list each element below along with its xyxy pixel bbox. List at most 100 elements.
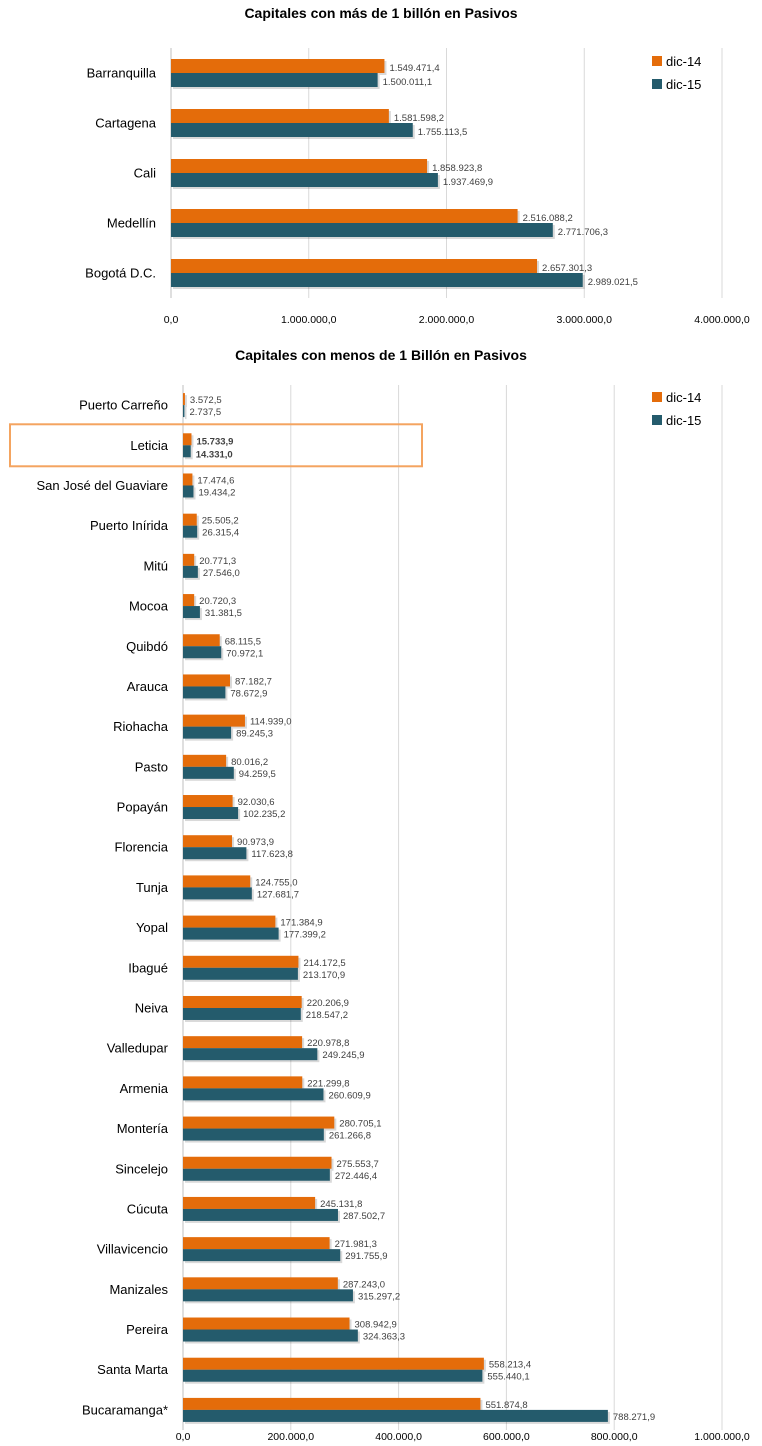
bar-dic-14	[183, 1116, 335, 1129]
data-label: 218.547,2	[306, 1010, 348, 1021]
category-label: Sincelejo	[115, 1161, 168, 1176]
bar-dic-15	[183, 485, 194, 498]
chart-large-capitals: Capitales con más de 1 billón en Pasivos…	[85, 5, 750, 326]
data-label: 221.299,8	[307, 1078, 349, 1089]
data-label: 2.657.301,3	[542, 263, 592, 274]
legend-swatch	[652, 392, 662, 402]
bar-dic-15	[183, 1409, 608, 1422]
bar-dic-14	[171, 209, 518, 223]
bar-dic-14	[183, 1317, 350, 1330]
bar-dic-14	[183, 955, 299, 968]
category-label: Pasto	[135, 759, 168, 774]
data-label: 261.266,8	[329, 1131, 371, 1142]
bar-dic-14	[183, 1357, 484, 1370]
data-label: 280.705,1	[339, 1119, 381, 1130]
chart-small-capitals: Capitales con menos de 1 Billón en Pasiv…	[9, 347, 750, 1443]
data-label: 2.771.706,3	[558, 227, 608, 238]
x-tick-label: 2.000.000,0	[419, 314, 475, 326]
data-label: 27.546,0	[203, 568, 240, 579]
category-label: Pereira	[126, 1322, 169, 1337]
x-tick-label: 0,0	[164, 314, 179, 326]
x-tick-label: 200.000,0	[267, 1431, 314, 1443]
bar-dic-14	[183, 634, 220, 647]
data-label: 275.553,7	[337, 1159, 379, 1170]
bar-dic-15	[183, 766, 234, 779]
data-label: 114.939,0	[250, 717, 292, 728]
bar-dic-15	[183, 445, 191, 458]
data-label: 31.381,5	[205, 608, 242, 619]
data-label: 558.213,4	[489, 1360, 531, 1371]
data-label: 20.771,3	[199, 556, 236, 567]
chart-title: Capitales con más de 1 billón en Pasivos	[244, 5, 517, 21]
bar-dic-14	[183, 995, 302, 1008]
data-label: 70.972,1	[226, 648, 263, 659]
data-label: 315.297,2	[358, 1291, 400, 1302]
category-label: San José del Guaviare	[36, 478, 168, 493]
bar-dic-15	[183, 405, 185, 418]
bar-dic-15	[183, 927, 279, 940]
category-label: Montería	[117, 1121, 169, 1136]
bar-dic-14	[183, 875, 251, 888]
bar-dic-14	[171, 109, 389, 123]
bar-dic-15	[183, 726, 232, 739]
category-label: Mitú	[143, 558, 168, 573]
bar-dic-14	[171, 159, 428, 173]
data-label: 1.937.469,9	[443, 177, 493, 188]
legend-swatch	[652, 79, 662, 89]
data-label: 220.206,9	[307, 998, 349, 1009]
bar-dic-14	[183, 915, 276, 928]
x-tick-label: 0,0	[176, 1431, 191, 1443]
data-label: 308.942,9	[355, 1320, 397, 1331]
bar-dic-14	[183, 714, 245, 727]
data-label: 1.549.471,4	[389, 63, 439, 74]
bar-dic-14	[183, 433, 192, 446]
bar-dic-14	[171, 259, 538, 273]
bar-dic-15	[183, 1208, 338, 1221]
bar-dic-15	[183, 1128, 324, 1141]
bar-dic-14	[183, 1397, 481, 1410]
category-label: Florencia	[115, 840, 169, 855]
highlight-box	[9, 423, 423, 468]
data-label: 260.609,9	[328, 1090, 370, 1101]
data-label: 2.516.088,2	[523, 213, 573, 224]
data-label: 78.672,9	[230, 688, 267, 699]
data-label: 89.245,3	[236, 729, 273, 740]
category-label: Arauca	[127, 679, 169, 694]
bar-dic-15	[183, 847, 247, 860]
legend-swatch	[652, 56, 662, 66]
category-label: Puerto Carreño	[79, 398, 168, 413]
data-label: 220.978,8	[307, 1038, 349, 1049]
data-label: 3.572,5	[190, 395, 222, 406]
data-label: 80.016,2	[231, 757, 268, 768]
bar-dic-15	[183, 1048, 318, 1061]
bar-shadow	[185, 395, 187, 408]
data-label: 14.331,0	[196, 449, 233, 460]
legend-label: dic-14	[666, 390, 701, 405]
data-label: 1.500.011,1	[383, 77, 432, 88]
data-label: 19.434,2	[198, 487, 235, 498]
data-label: 68.115,5	[225, 636, 261, 647]
bar-dic-14	[183, 1036, 303, 1049]
data-label: 324.363,3	[363, 1332, 405, 1343]
data-label: 92.030,6	[238, 797, 275, 808]
data-label: 102.235,2	[243, 809, 285, 820]
data-label: 2.737,5	[190, 407, 222, 418]
bar-dic-14	[183, 1076, 303, 1089]
bar-dic-15	[183, 646, 222, 659]
data-label: 214.172,5	[303, 958, 345, 969]
bar-dic-15	[171, 223, 553, 237]
data-label: 20.720,3	[199, 596, 236, 607]
bar-dic-14	[183, 835, 233, 848]
x-tick-label: 4.000.000,0	[694, 314, 750, 326]
x-tick-label: 800.000,0	[591, 1431, 638, 1443]
bar-dic-14	[183, 393, 185, 406]
legend-label: dic-14	[666, 54, 701, 69]
bar-dic-15	[183, 967, 298, 980]
category-label: Riohacha	[113, 719, 169, 734]
bar-dic-15	[171, 123, 413, 137]
data-label: 788.271,9	[613, 1412, 655, 1423]
category-label: Cartagena	[95, 116, 156, 131]
data-label: 1.581.598,2	[394, 113, 444, 124]
data-label: 124.755,0	[255, 877, 297, 888]
data-label: 17.474,6	[197, 475, 234, 486]
